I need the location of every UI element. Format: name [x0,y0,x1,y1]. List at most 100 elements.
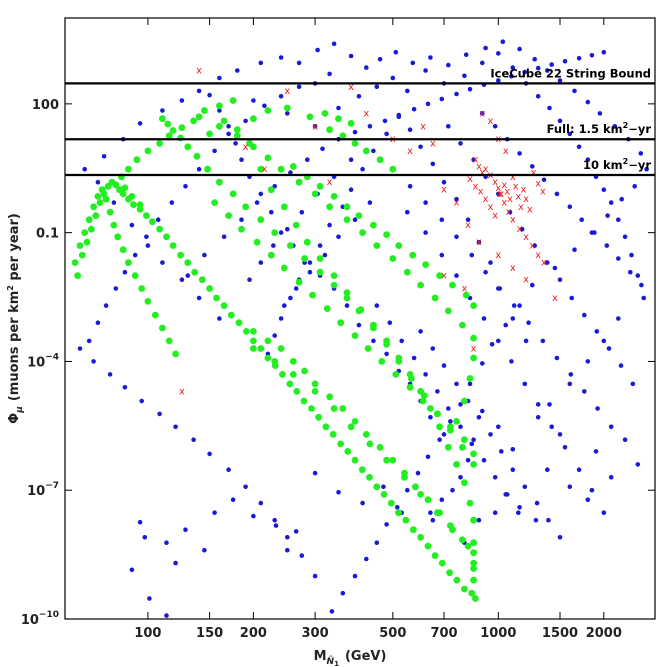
scatter-point-s0-287 [327,71,332,77]
scatter-point-s0-156 [463,52,469,57]
plot-frame [64,17,656,620]
scatter-point-s1-141 [204,165,212,173]
scatter-point-s0-41 [465,457,471,463]
scatter-point-s0-327 [545,260,550,265]
scatter-point-s1-87 [311,380,319,388]
scatter-point-s1-66 [366,473,373,481]
scatter-point-s1-74 [424,542,432,550]
scatter-point-s1-48 [235,319,243,327]
x-marker-32: x [518,202,524,213]
scatter-point-s0-75 [405,88,410,94]
scatter-point-s0-115 [371,148,376,154]
scatter-point-s0-346 [546,517,551,523]
scatter-point-s1-18 [165,337,173,345]
scatter-point-s0-254 [601,510,607,515]
scatter-point-s0-149 [348,53,354,59]
scatter-point-s0-169 [644,166,649,172]
scatter-point-s0-259 [307,269,313,275]
scatter-point-s0-257 [336,234,341,240]
scatter-point-s1-123 [436,423,443,431]
x-marker-50: x [506,207,512,218]
scatter-point-s0-333 [618,363,624,368]
scatter-point-s0-278 [511,303,517,308]
scatter-point-s0-102 [523,338,529,344]
scatter-point-s0-359 [504,492,510,497]
y-axis-title-sub: μ [15,406,25,414]
scatter-point-s1-225 [449,281,456,289]
scatter-point-s0-293 [212,148,217,154]
scatter-point-s0-187 [405,487,410,493]
scatter-point-s1-155 [311,190,319,198]
scatter-point-s1-5 [94,193,102,200]
scatter-point-s1-42 [191,268,199,276]
scatter-point-s1-223 [422,261,429,268]
scatter-point-s0-4 [202,547,207,553]
y-tick-label-1: 10−7 [27,481,59,499]
scatter-point-s1-114 [470,565,477,572]
scatter-point-s0-348 [374,303,380,308]
scatter-point-s0-360 [516,510,521,515]
x-marker-21: x [483,164,489,175]
scatter-point-s0-305 [480,111,485,116]
scatter-point-s0-37 [510,447,516,452]
scatter-point-s0-329 [569,295,574,301]
scatter-point-s1-254 [136,201,144,209]
scatter-point-s0-313 [579,217,584,222]
scatter-point-s0-103 [510,316,516,321]
x-tick-label-3: 300 [302,626,329,641]
scatter-point-s0-224 [396,112,402,118]
scatter-point-s1-113 [464,542,472,550]
scatter-point-s0-120 [317,243,323,248]
scatter-point-s1-93 [389,456,397,464]
y-tick-label-4: 100 [32,98,59,113]
scatter-point-s0-249 [535,402,541,407]
scatter-point-s0-180 [480,361,485,366]
scatter-point-s0-341 [488,432,493,437]
scatter-point-s1-234 [351,140,359,147]
scatter-point-s1-82 [250,328,257,335]
scatter-point-s0-18 [381,484,386,490]
scatter-point-s0-134 [95,179,101,185]
x-marker-8: x [363,108,369,119]
scatter-point-s0-117 [348,187,354,192]
scatter-point-s0-272 [423,200,428,205]
scatter-point-s0-99 [585,359,591,364]
scatter-point-s1-67 [373,483,381,491]
x-marker-39: x [472,155,478,166]
scatter-point-s1-167 [470,354,477,362]
scatter-point-s1-173 [233,126,241,134]
y-axis-title: Φμ (muons per km2 per year) [6,213,25,424]
scatter-point-s0-64 [233,141,238,146]
scatter-point-s0-130 [160,260,165,265]
scatter-point-s0-29 [567,484,573,490]
scatter-point-s0-318 [639,282,644,288]
scatter-point-s1-180 [316,255,324,262]
scatter-point-s0-223 [382,118,388,124]
scatter-point-s0-163 [572,88,577,94]
scatter-point-s0-208 [107,372,113,377]
scatter-point-s1-77 [446,569,453,577]
scatter-point-s1-40 [177,251,185,259]
scatter-point-s0-67 [207,92,212,98]
scatter-point-s1-168 [466,375,474,382]
scatter-point-s1-199 [295,278,303,286]
scatter-point-s0-210 [77,346,83,351]
scatter-point-s0-291 [243,118,248,124]
scatter-point-s0-105 [488,260,493,265]
x-marker-14: x [454,198,460,209]
scatter-point-s0-340 [476,415,482,420]
scatter-point-s0-205 [157,411,162,417]
scatter-point-s0-255 [367,200,373,205]
scatter-point-s1-4 [90,203,97,211]
scatter-point-s1-229 [321,110,329,117]
x-marker-49: x [501,198,507,209]
scatter-point-s0-261 [282,303,287,308]
scatter-point-s0-54 [344,303,350,308]
scatter-point-s1-49 [243,328,250,335]
x-marker-24: x [495,183,501,194]
scatter-point-s1-95 [412,483,419,491]
scatter-point-s1-143 [184,143,192,151]
scatter-point-s1-150 [233,132,241,140]
x-marker-7: x [348,82,354,93]
scatter-point-s0-214 [239,217,244,222]
